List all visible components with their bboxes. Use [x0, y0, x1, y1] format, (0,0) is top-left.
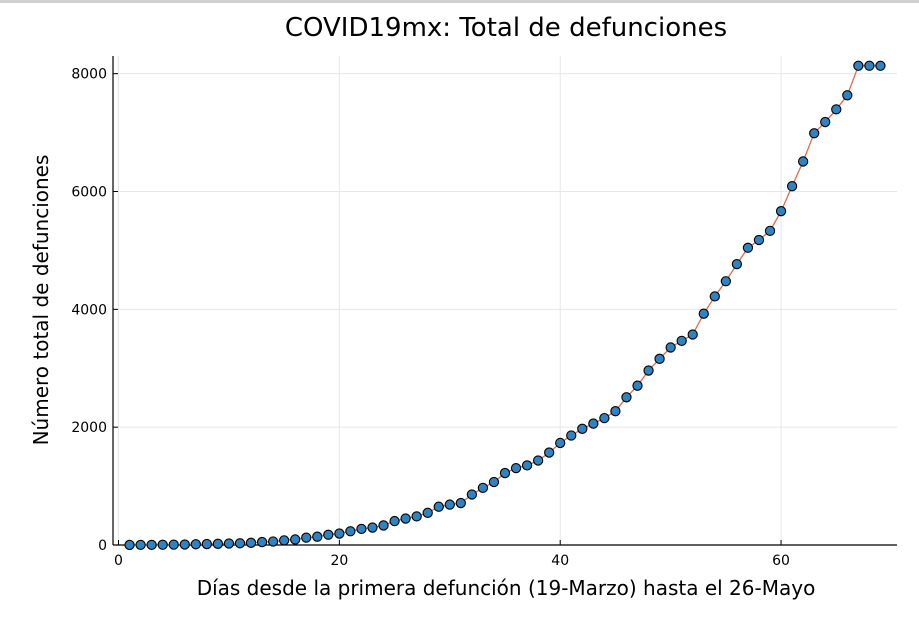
- data-point: [323, 529, 334, 540]
- data-point: [400, 513, 411, 524]
- y-tick-label: 8000: [71, 67, 107, 83]
- data-point: [599, 412, 610, 424]
- data-point: [279, 535, 290, 546]
- data-point: [831, 104, 842, 115]
- data-point: [256, 536, 268, 548]
- data-point: [345, 526, 356, 537]
- data-point: [510, 462, 522, 474]
- data-point: [422, 507, 433, 518]
- data-point: [577, 423, 588, 434]
- chart-title: COVID19mx: Total de defunciones: [285, 13, 727, 43]
- tick-labels: 0 20 40 60 0 2000 4000 6000 8000: [71, 67, 790, 569]
- data-point: [499, 467, 511, 479]
- data-point: [820, 116, 831, 128]
- data-point: [245, 537, 257, 548]
- y-tick-label: 2000: [71, 420, 107, 436]
- x-tick-label: 20: [330, 553, 348, 569]
- data-point: [201, 538, 213, 550]
- data-point: [157, 539, 168, 550]
- data-point: [875, 60, 886, 71]
- data-point: [853, 60, 864, 71]
- data-point: [532, 455, 544, 466]
- data-point: [864, 60, 875, 71]
- data-point: [168, 539, 179, 550]
- data-point: [621, 392, 632, 403]
- data-point: [367, 522, 378, 533]
- data-point: [764, 225, 776, 237]
- data-point: [290, 534, 301, 545]
- x-tick-label: 40: [551, 553, 569, 569]
- data-point: [775, 206, 787, 217]
- data-point: [356, 523, 367, 535]
- data-point: [588, 418, 599, 429]
- data-point: [488, 476, 500, 488]
- data-point: [477, 482, 489, 494]
- data-point: [786, 181, 798, 192]
- x-tick-label: 0: [114, 553, 123, 569]
- data-point: [212, 538, 224, 549]
- data-point: [731, 258, 743, 270]
- series-deaths: [124, 60, 886, 551]
- data-point: [555, 437, 566, 449]
- data-point: [742, 242, 754, 253]
- data-point: [444, 499, 455, 510]
- data-point: [797, 156, 809, 167]
- data-point: [676, 335, 687, 347]
- data-point: [643, 365, 654, 376]
- top-border: [0, 0, 919, 3]
- data-point: [433, 501, 444, 512]
- y-tick-label: 0: [98, 538, 107, 554]
- data-point: [389, 515, 400, 527]
- data-point: [610, 406, 621, 417]
- data-point: [135, 539, 146, 551]
- data-point: [146, 539, 157, 551]
- data-point: [566, 430, 577, 441]
- data-point: [698, 308, 709, 319]
- data-point: [378, 520, 389, 531]
- data-point: [312, 531, 323, 542]
- data-point: [720, 276, 731, 287]
- data-point: [301, 532, 312, 543]
- data-point: [466, 489, 478, 500]
- data-point: [411, 511, 422, 522]
- y-tick-label: 4000: [71, 302, 107, 318]
- data-point: [544, 447, 555, 458]
- data-point: [665, 342, 676, 353]
- data-point: [753, 234, 765, 246]
- data-point: [455, 497, 466, 509]
- x-axis-label: Días desde la primera defunción (19-Marz…: [197, 576, 816, 600]
- data-point: [687, 329, 698, 340]
- data-point: [179, 539, 190, 550]
- data-point: [709, 291, 720, 302]
- y-axis-label: Número total de defunciones: [29, 155, 53, 446]
- x-tick-label: 60: [772, 553, 790, 569]
- data-point: [842, 90, 853, 101]
- data-point: [654, 353, 665, 364]
- data-point: [334, 528, 345, 539]
- data-point: [223, 538, 235, 549]
- data-point: [190, 539, 201, 550]
- data-point: [124, 539, 135, 551]
- data-point: [521, 460, 533, 471]
- data-point: [267, 536, 279, 547]
- data-point: [632, 380, 643, 391]
- y-tick-label: 6000: [71, 185, 107, 201]
- data-point: [234, 538, 246, 549]
- data-point: [809, 128, 820, 139]
